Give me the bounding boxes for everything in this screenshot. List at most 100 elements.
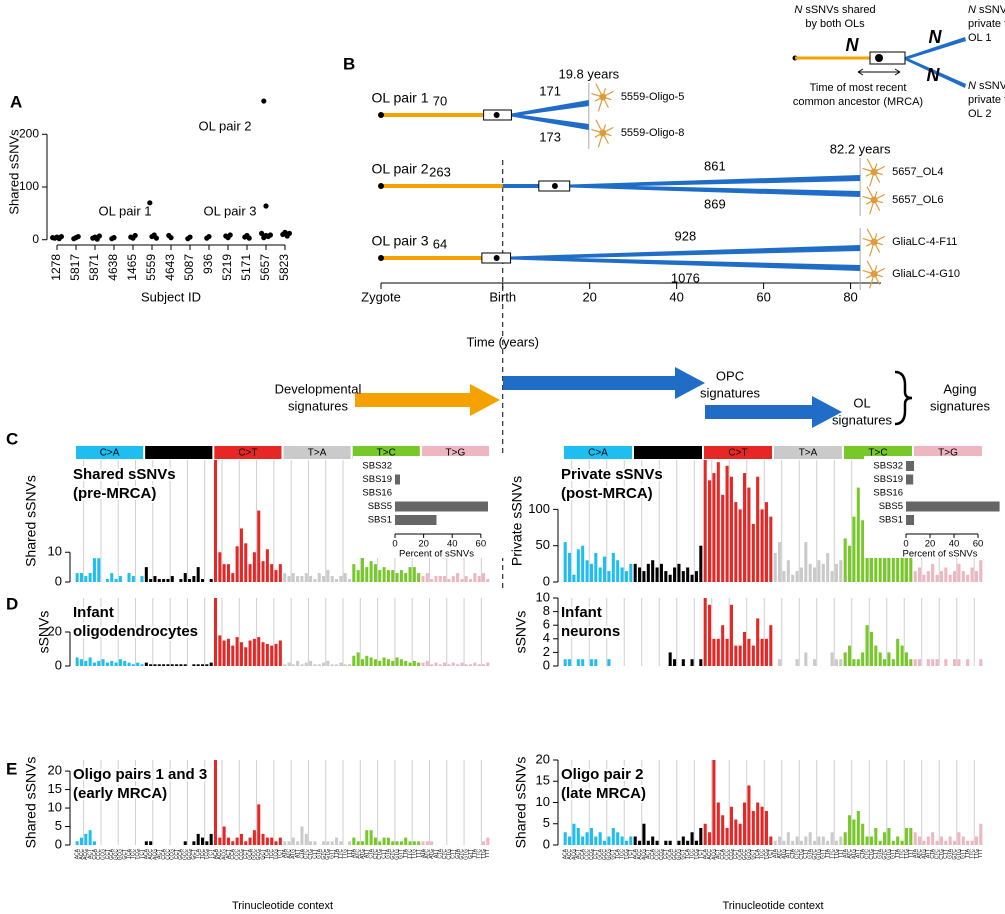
y-tick-label: 0 bbox=[543, 836, 550, 851]
key-text: common ancestor (MRCA) bbox=[793, 96, 923, 108]
bar bbox=[594, 836, 598, 845]
cell-name: 5657_OL6 bbox=[892, 194, 943, 206]
cell-icon bbox=[862, 186, 886, 215]
x-tick-label: ACG bbox=[221, 849, 227, 860]
x-tick-label: TCC bbox=[269, 849, 275, 860]
bar bbox=[729, 476, 733, 582]
x-tick-label: ATG bbox=[851, 849, 857, 859]
inset-bar bbox=[906, 515, 915, 525]
group-header bbox=[564, 446, 632, 459]
x-tick-label: CCA bbox=[92, 848, 98, 859]
bar bbox=[356, 570, 360, 582]
inset-category: SBS5 bbox=[879, 501, 903, 512]
x-tick-label: CCC bbox=[96, 849, 102, 860]
bar bbox=[291, 837, 295, 845]
x-tick-label: ATT bbox=[926, 849, 932, 858]
key-marker: N bbox=[846, 35, 860, 55]
bar bbox=[712, 638, 716, 666]
x-tick-label: CCA bbox=[720, 848, 726, 859]
panel-label: C bbox=[6, 429, 18, 448]
x-tick-label: ATC bbox=[777, 849, 783, 859]
bar bbox=[291, 573, 295, 582]
cell-body bbox=[599, 93, 607, 101]
bar bbox=[843, 832, 847, 845]
bar bbox=[764, 811, 768, 845]
bar bbox=[817, 836, 821, 845]
point bbox=[263, 232, 269, 239]
bar bbox=[257, 804, 261, 845]
bar bbox=[751, 811, 755, 845]
bar bbox=[791, 574, 795, 582]
bar bbox=[447, 579, 451, 582]
bar bbox=[939, 571, 943, 582]
bar bbox=[369, 657, 373, 666]
x-tick-label: GTC bbox=[882, 849, 888, 860]
x-tick-label: GCG bbox=[256, 849, 262, 861]
bar bbox=[563, 542, 567, 582]
bar bbox=[673, 567, 677, 582]
bar bbox=[313, 841, 317, 845]
group-header bbox=[283, 446, 351, 459]
x-tick-label: TTA bbox=[825, 848, 831, 858]
inset-category: SBS1 bbox=[879, 515, 903, 526]
bar bbox=[92, 841, 96, 845]
x-tick-label: ACA bbox=[144, 848, 150, 859]
bar bbox=[213, 460, 218, 582]
bar bbox=[804, 652, 808, 666]
bar bbox=[830, 832, 834, 845]
bar bbox=[201, 837, 205, 845]
bar bbox=[118, 659, 122, 666]
bar bbox=[861, 520, 865, 582]
bar bbox=[451, 576, 455, 582]
inset-tick-label: 20 bbox=[925, 539, 936, 550]
bar bbox=[673, 659, 677, 666]
x-tick-label: GTG bbox=[325, 849, 331, 860]
bar bbox=[226, 638, 230, 666]
bar bbox=[412, 841, 416, 845]
point bbox=[187, 234, 193, 240]
bar bbox=[287, 576, 291, 582]
bar bbox=[123, 660, 127, 666]
x-tick-label: GTG bbox=[394, 849, 400, 860]
x-tick-label: CCA bbox=[230, 848, 236, 859]
bar bbox=[883, 832, 887, 845]
bar bbox=[716, 462, 720, 582]
x-tick-label: GCA bbox=[738, 848, 744, 860]
x-tick-label: TCG bbox=[624, 849, 630, 860]
x-tick-label: CCT bbox=[593, 849, 599, 859]
bar bbox=[830, 571, 834, 582]
bar bbox=[477, 664, 481, 666]
bar bbox=[343, 573, 347, 582]
bar bbox=[330, 576, 334, 582]
x-tick-label: CCC bbox=[724, 849, 730, 860]
bar bbox=[421, 841, 425, 845]
group-label: T>C bbox=[377, 448, 396, 459]
bar bbox=[773, 840, 777, 845]
bar bbox=[404, 837, 408, 845]
bar bbox=[153, 664, 157, 666]
bar bbox=[782, 571, 786, 582]
group-header bbox=[214, 446, 282, 459]
x-tick-label: ACA bbox=[633, 848, 639, 859]
bar bbox=[300, 826, 304, 845]
bar bbox=[365, 655, 369, 666]
bar bbox=[896, 836, 900, 845]
panel-title: neurons bbox=[561, 623, 620, 640]
bar bbox=[75, 841, 79, 845]
point bbox=[50, 235, 56, 241]
group-label: T>A bbox=[308, 448, 327, 459]
bar bbox=[378, 841, 382, 845]
x-tick-label: TCC bbox=[689, 849, 695, 860]
bar bbox=[655, 567, 659, 582]
bar bbox=[799, 567, 803, 582]
point bbox=[286, 230, 292, 236]
x-tick-label: ATA bbox=[420, 848, 426, 858]
bar bbox=[92, 558, 96, 582]
x-tick-label: ATA bbox=[282, 848, 288, 858]
bar bbox=[900, 645, 904, 666]
bar bbox=[681, 571, 685, 582]
bar bbox=[813, 567, 817, 582]
bar bbox=[646, 840, 650, 845]
point bbox=[206, 233, 212, 240]
y-tick-label: 4 bbox=[543, 630, 550, 645]
